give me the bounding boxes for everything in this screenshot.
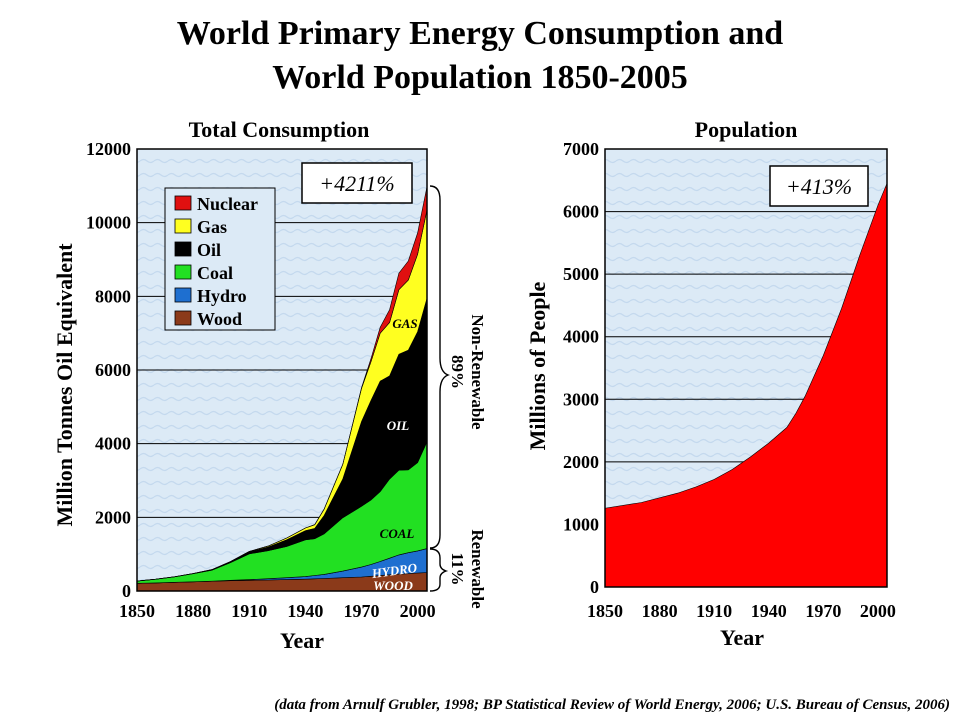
population-growth-callout-box bbox=[769, 165, 869, 207]
label-hydro-area: HYDRO bbox=[370, 560, 419, 581]
legend-swatch-oil bbox=[174, 241, 192, 257]
energy-growth-callout-box bbox=[301, 162, 413, 204]
energy-y-tick-label: 10000 bbox=[86, 213, 131, 233]
energy-x-axis-label: Year bbox=[280, 628, 324, 653]
energy-y-tick-label: 12000 bbox=[86, 139, 131, 159]
energy-x-tick-label: 1970 bbox=[344, 601, 380, 621]
population-y-tick-label: 3000 bbox=[563, 389, 599, 409]
page-title-line-2: World Population 1850-2005 bbox=[272, 59, 688, 96]
energy-chart-title: Total Consumption bbox=[189, 117, 370, 142]
energy-y-tick-label: 8000 bbox=[95, 286, 131, 306]
label-wood-area: WOOD bbox=[373, 578, 413, 593]
label-coal-area: COAL bbox=[380, 526, 415, 541]
energy-legend-box bbox=[164, 187, 276, 331]
legend-label-nuclear: Nuclear bbox=[197, 194, 258, 214]
area-population bbox=[604, 183, 888, 588]
legend-swatch-wood bbox=[174, 310, 192, 326]
legend-label-gas: Gas bbox=[197, 217, 227, 237]
legend-swatch-coal bbox=[174, 264, 192, 280]
legend-swatch-gas bbox=[174, 218, 192, 234]
population-x-tick-label: 1970 bbox=[805, 601, 841, 621]
renewable-label: Renewable bbox=[468, 529, 487, 609]
energy-y-tick-label: 2000 bbox=[95, 507, 131, 527]
energy-y-tick-label: 4000 bbox=[95, 434, 131, 454]
energy-y-tick-label: 6000 bbox=[95, 360, 131, 380]
label-oil-area: OIL bbox=[387, 418, 409, 433]
population-x-tick-label: 1940 bbox=[751, 601, 787, 621]
population-x-tick-label: 1850 bbox=[587, 601, 623, 621]
energy-x-tick-label: 1850 bbox=[119, 601, 155, 621]
population-y-axis-label: Millions of People bbox=[525, 281, 550, 450]
nonrenewable-label: Non-Renewable bbox=[468, 314, 487, 430]
population-x-tick-label: 1910 bbox=[696, 601, 732, 621]
population-y-tick-label: 7000 bbox=[563, 139, 599, 159]
energy-y-tick-label: 0 bbox=[122, 581, 131, 601]
page-title: World Primary Energy Consumption and Wor… bbox=[0, 12, 960, 100]
energy-x-tick-label: 2000 bbox=[400, 601, 436, 621]
legend-swatch-hydro bbox=[174, 287, 192, 303]
energy-consumption-chart: 0 2000 4000 6000 8000 10000 12000 1850 1880 1910 1… bbox=[52, 117, 487, 653]
label-gas-area: GAS bbox=[392, 316, 417, 331]
energy-plot-frame bbox=[136, 148, 428, 592]
energy-x-tick-label: 1910 bbox=[231, 601, 267, 621]
energy-x-tick-label: 1880 bbox=[175, 601, 211, 621]
population-x-tick-label: 2000 bbox=[860, 601, 896, 621]
population-y-tick-label: 4000 bbox=[563, 327, 599, 347]
legend-label-oil: Oil bbox=[197, 240, 221, 260]
population-growth-callout: +413% bbox=[786, 174, 852, 199]
population-x-tick-label: 1880 bbox=[642, 601, 678, 621]
population-y-tick-label: 2000 bbox=[563, 452, 599, 472]
population-y-tick-label: 6000 bbox=[563, 202, 599, 222]
population-x-axis-label: Year bbox=[720, 625, 764, 650]
energy-x-tick-label: 1940 bbox=[287, 601, 323, 621]
legend-label-coal: Coal bbox=[197, 263, 233, 283]
population-plot-frame bbox=[604, 148, 888, 588]
nonrenewable-bracket bbox=[429, 185, 450, 549]
population-y-tick-label: 0 bbox=[590, 577, 599, 597]
source-footnote: (data from Arnulf Grubler, 1998; BP Stat… bbox=[274, 697, 950, 713]
legend-label-wood: Wood bbox=[197, 309, 242, 329]
renewable-percent: 11% bbox=[448, 552, 467, 585]
energy-growth-callout: +4211% bbox=[319, 171, 395, 196]
renewable-bracket bbox=[429, 548, 449, 592]
population-chart-title: Population bbox=[695, 117, 798, 142]
page-title-line-1: World Primary Energy Consumption and bbox=[176, 15, 784, 52]
legend-label-hydro: Hydro bbox=[197, 286, 247, 306]
legend-swatch-nuclear bbox=[174, 195, 192, 211]
population-y-tick-label: 1000 bbox=[563, 514, 599, 534]
population-chart: 0 1000 2000 3000 4000 5000 6000 7000 1850 1880 191… bbox=[525, 117, 896, 650]
population-y-tick-label: 5000 bbox=[563, 264, 599, 284]
energy-y-axis-label: Million Tonnes Oil Equivalent bbox=[52, 243, 77, 527]
nonrenewable-percent: 89% bbox=[448, 355, 467, 389]
